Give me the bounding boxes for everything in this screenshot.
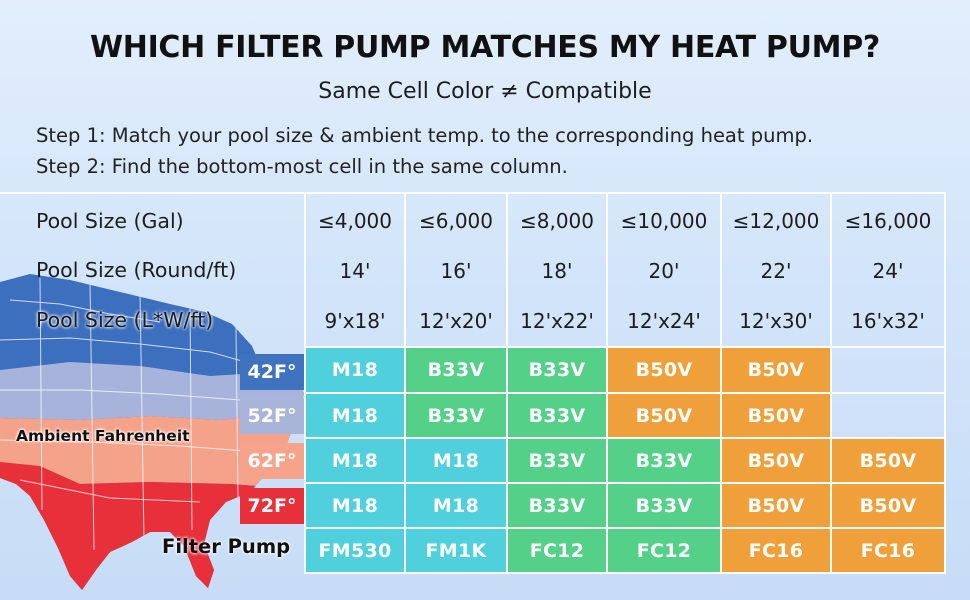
heat-pump-cell: B33V — [508, 348, 606, 392]
heat-pump-cell: B33V — [508, 394, 606, 437]
filter-pump-cell: FC12 — [608, 529, 720, 572]
col-0-round: 14' — [339, 259, 371, 283]
col-2-lw: 12'x22' — [520, 309, 594, 333]
table-row-divider — [306, 482, 946, 484]
table-row-divider — [306, 392, 946, 394]
filter-pump-cell: FM530 — [306, 529, 404, 572]
heat-pump-cell: B50V — [722, 484, 830, 527]
filter-pump-cell: FC16 — [722, 529, 830, 572]
table-col-divider — [304, 192, 306, 574]
col-2-gal: ≤8,000 — [519, 209, 594, 233]
col-3-round: 20' — [648, 259, 680, 283]
filter-pump-cell: FC12 — [508, 529, 606, 572]
filter-pump-cell: FC16 — [832, 529, 944, 572]
heat-pump-cell: B50V — [832, 484, 944, 527]
heat-pump-cell: B33V — [608, 484, 720, 527]
heat-pump-cell: M18 — [306, 484, 404, 527]
heat-pump-cell: B50V — [722, 394, 830, 437]
heat-pump-cell: M18 — [306, 439, 404, 482]
page-title: WHICH FILTER PUMP MATCHES MY HEAT PUMP? — [89, 30, 881, 65]
heat-pump-cell: M18 — [306, 348, 404, 392]
col-3-lw: 12'x24' — [627, 309, 701, 333]
filter-pump-label: Filter Pump — [162, 535, 291, 558]
step-2-text: Step 2: Find the bottom-most cell in the… — [36, 155, 568, 178]
heat-pump-cell: M18 — [406, 439, 506, 482]
table-col-divider — [944, 192, 946, 574]
col-4-round: 22' — [760, 259, 792, 283]
col-5-gal: ≤16,000 — [844, 209, 932, 233]
heat-pump-cell: B50V — [608, 348, 720, 392]
table-col-divider — [606, 192, 608, 574]
temp-label-62: 62F° — [240, 443, 304, 479]
col-3-gal: ≤10,000 — [620, 209, 708, 233]
heat-pump-cell: B50V — [722, 439, 830, 482]
heat-pump-cell: B50V — [722, 348, 830, 392]
heat-pump-cell: B33V — [508, 484, 606, 527]
row-label-pool-gal: Pool Size (Gal) — [36, 209, 184, 233]
col-1-round: 16' — [440, 259, 472, 283]
col-5-round: 24' — [872, 259, 904, 283]
page-subtitle: Same Cell Color ≠ Compatible — [318, 79, 652, 104]
temp-label-72: 72F° — [240, 488, 304, 524]
table-top-border — [0, 192, 946, 194]
temp-label-52: 52F° — [240, 398, 304, 434]
row-label-pool-round: Pool Size (Round/ft) — [36, 258, 237, 282]
col-1-lw: 12'x20' — [419, 309, 493, 333]
col-2-round: 18' — [541, 259, 573, 283]
table-col-divider — [830, 192, 832, 574]
col-4-gal: ≤12,000 — [732, 209, 820, 233]
heat-pump-cell: B33V — [406, 348, 506, 392]
table-row-divider — [306, 346, 946, 348]
col-5-lw: 16'x32' — [851, 309, 925, 333]
temp-label-42: 42F° — [240, 354, 304, 390]
heat-pump-cell: M18 — [406, 484, 506, 527]
heat-pump-cell: B33V — [608, 439, 720, 482]
heat-pump-cell: M18 — [306, 394, 404, 437]
table-row-divider — [306, 527, 946, 529]
table-bottom-border — [306, 572, 946, 574]
col-4-lw: 12'x30' — [739, 309, 813, 333]
col-1-gal: ≤6,000 — [418, 209, 493, 233]
col-0-gal: ≤4,000 — [317, 209, 392, 233]
heat-pump-cell: B33V — [406, 394, 506, 437]
table-col-divider — [720, 192, 722, 574]
heat-pump-cell: B50V — [832, 439, 944, 482]
table-col-divider — [404, 192, 406, 574]
step-1-text: Step 1: Match your pool size & ambient t… — [36, 124, 814, 147]
col-0-lw: 9'x18' — [324, 309, 386, 333]
table-row-divider — [306, 437, 946, 439]
row-label-pool-lw: Pool Size (L*W/ft) — [36, 308, 214, 332]
table-col-divider — [506, 192, 508, 574]
filter-pump-cell: FM1K — [406, 529, 506, 572]
heat-pump-cell: B50V — [608, 394, 720, 437]
ambient-fahrenheit-label: Ambient Fahrenheit — [16, 427, 190, 445]
heat-pump-cell: B33V — [508, 439, 606, 482]
